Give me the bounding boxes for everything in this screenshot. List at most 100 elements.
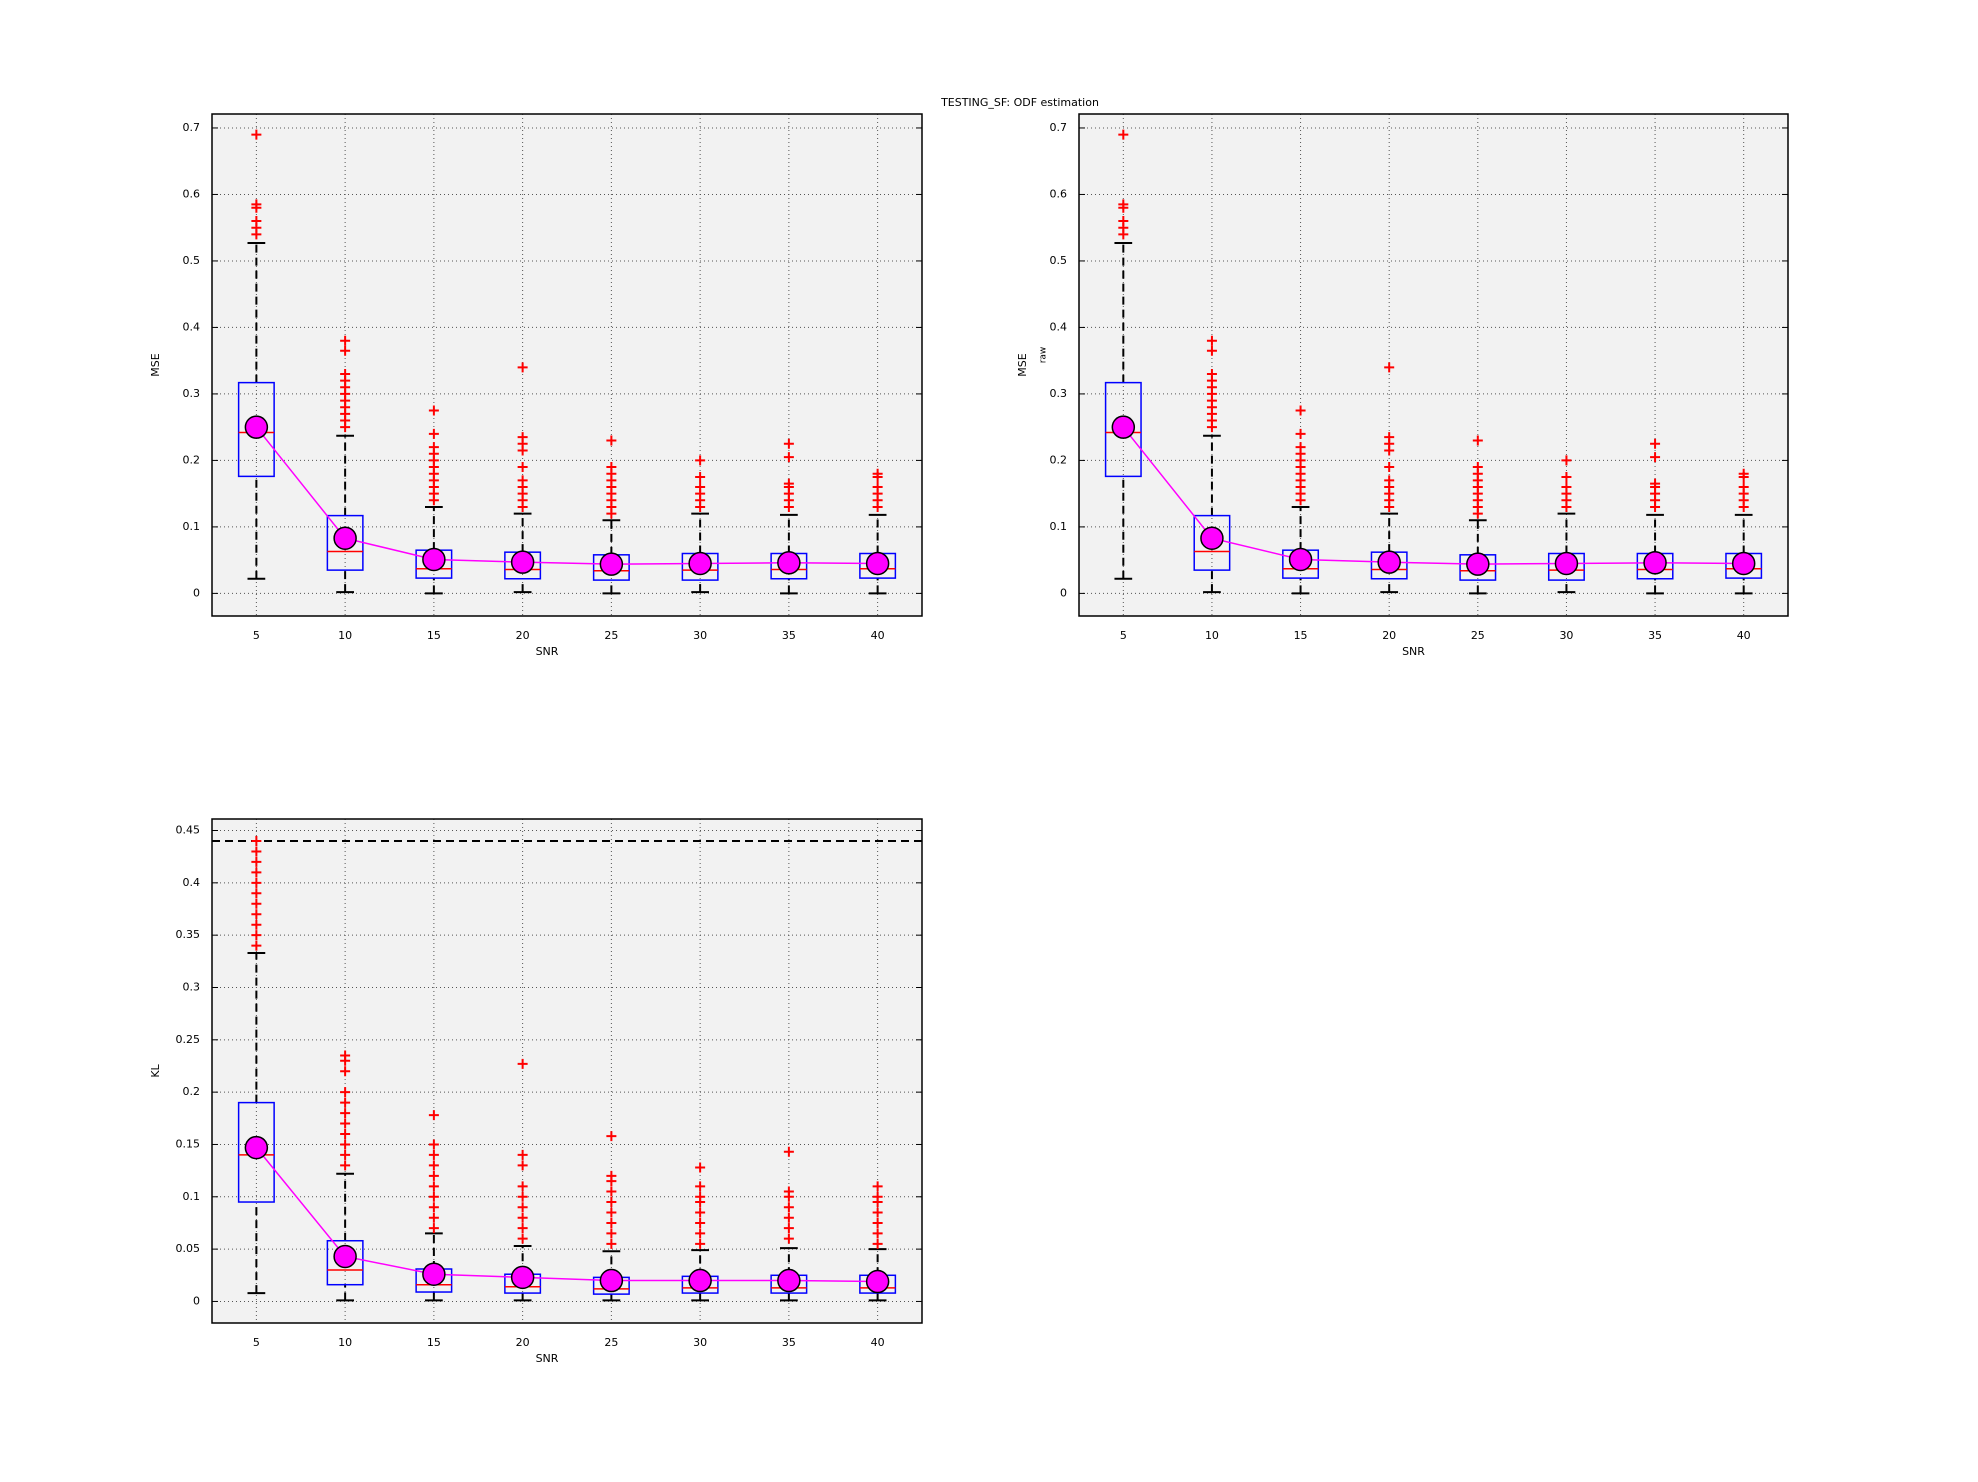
x-tick-label: 15 <box>427 1336 441 1349</box>
box <box>237 1101 275 1203</box>
outlier <box>251 846 262 857</box>
outlier <box>1384 475 1395 486</box>
x-axis-label: SNR <box>1402 645 1425 658</box>
x-tick-label: 15 <box>427 629 441 642</box>
outlier <box>695 1191 706 1202</box>
mean-marker <box>510 1265 535 1290</box>
y-tick-label: 0.3 <box>183 980 201 993</box>
outlier <box>1472 435 1483 446</box>
y-tick-label: 0.1 <box>183 1190 201 1203</box>
outlier <box>1738 482 1749 493</box>
outlier <box>251 877 262 888</box>
y-tick-label: 0.2 <box>183 453 201 466</box>
outlier <box>695 1162 706 1173</box>
y-tick-label: 0.7 <box>1050 121 1068 134</box>
outlier <box>1384 432 1395 443</box>
y-tick-label: 0.7 <box>183 121 201 134</box>
x-tick-label: 10 <box>1205 629 1219 642</box>
outlier <box>340 345 351 356</box>
outlier <box>872 1191 883 1202</box>
outlier <box>428 428 439 439</box>
outlier <box>1206 335 1217 346</box>
outlier <box>1295 442 1306 453</box>
outlier <box>783 1186 794 1197</box>
mean-marker <box>244 1135 269 1160</box>
outlier <box>251 199 262 210</box>
outlier <box>1384 362 1395 373</box>
mean-marker <box>422 1262 446 1286</box>
outlier <box>340 1160 351 1171</box>
mean-marker <box>1554 551 1579 576</box>
outlier <box>695 455 706 466</box>
x-tick-label: 5 <box>253 629 260 642</box>
outlier <box>340 1097 351 1108</box>
outlier <box>340 1149 351 1160</box>
outlier <box>251 940 262 951</box>
y-tick-label: 0.4 <box>183 876 201 889</box>
box <box>237 381 275 478</box>
outlier <box>783 438 794 449</box>
y-tick-label: 0 <box>1060 586 1067 599</box>
outlier <box>783 1146 794 1157</box>
outlier <box>695 1207 706 1218</box>
outlier <box>340 1087 351 1098</box>
outlier <box>428 1191 439 1202</box>
plot-frame <box>211 113 923 617</box>
x-tick-label: 5 <box>253 1336 260 1349</box>
mean-marker <box>422 547 446 572</box>
x-tick-label: 5 <box>1120 629 1127 642</box>
outlier <box>428 1160 439 1171</box>
outlier <box>1650 452 1661 463</box>
outlier <box>695 472 706 483</box>
outlier <box>251 856 262 867</box>
outlier <box>340 1066 351 1077</box>
outlier <box>695 1181 706 1192</box>
y-tick-label: 0.5 <box>183 254 201 267</box>
y-tick-label: 0.4 <box>183 320 201 333</box>
outlier <box>1561 472 1572 483</box>
y-tick-label: 0.05 <box>176 1242 201 1255</box>
x-axis-label: SNR <box>536 645 559 658</box>
outlier <box>517 1191 528 1202</box>
mean-marker <box>333 526 357 550</box>
outlier <box>428 1139 439 1150</box>
x-tick-label: 15 <box>1294 629 1308 642</box>
mean-marker <box>865 1269 890 1294</box>
y-axis-label: KL <box>149 1063 162 1077</box>
x-tick-label: 10 <box>338 629 352 642</box>
outlier <box>783 1223 794 1234</box>
box <box>1104 381 1142 478</box>
mean-marker <box>1643 551 1667 575</box>
y-tick-label: 0.2 <box>183 1085 201 1098</box>
mean-marker <box>777 551 801 575</box>
x-tick-label: 25 <box>604 1336 618 1349</box>
outlier <box>428 1149 439 1160</box>
mean-marker <box>244 415 269 439</box>
outlier <box>1561 482 1572 493</box>
outlier <box>340 1129 351 1139</box>
y-tick-label: 0.45 <box>176 824 201 837</box>
x-tick-label: 40 <box>871 629 885 642</box>
y-tick-label: 0.6 <box>1050 187 1068 200</box>
outlier <box>783 1233 794 1244</box>
outlier <box>1206 368 1217 379</box>
outlier <box>1738 468 1749 479</box>
outlier <box>606 1186 617 1197</box>
plot-area <box>212 114 922 616</box>
outlier <box>872 1228 883 1239</box>
y-tick-label: 0.6 <box>183 187 201 200</box>
outlier <box>1118 199 1129 210</box>
plot-frame <box>211 818 923 1324</box>
outlier <box>340 368 351 379</box>
x-tick-label: 30 <box>1559 629 1573 642</box>
outlier <box>428 1110 439 1121</box>
outlier <box>606 462 617 473</box>
outlier <box>517 1202 528 1213</box>
outlier <box>783 478 794 489</box>
outlier <box>606 1238 617 1249</box>
outlier <box>783 452 794 463</box>
mean-line <box>255 426 878 565</box>
mean-marker <box>1288 547 1313 572</box>
y-axis-label-subscript: raw <box>1039 347 1049 364</box>
outlier <box>517 1223 528 1234</box>
